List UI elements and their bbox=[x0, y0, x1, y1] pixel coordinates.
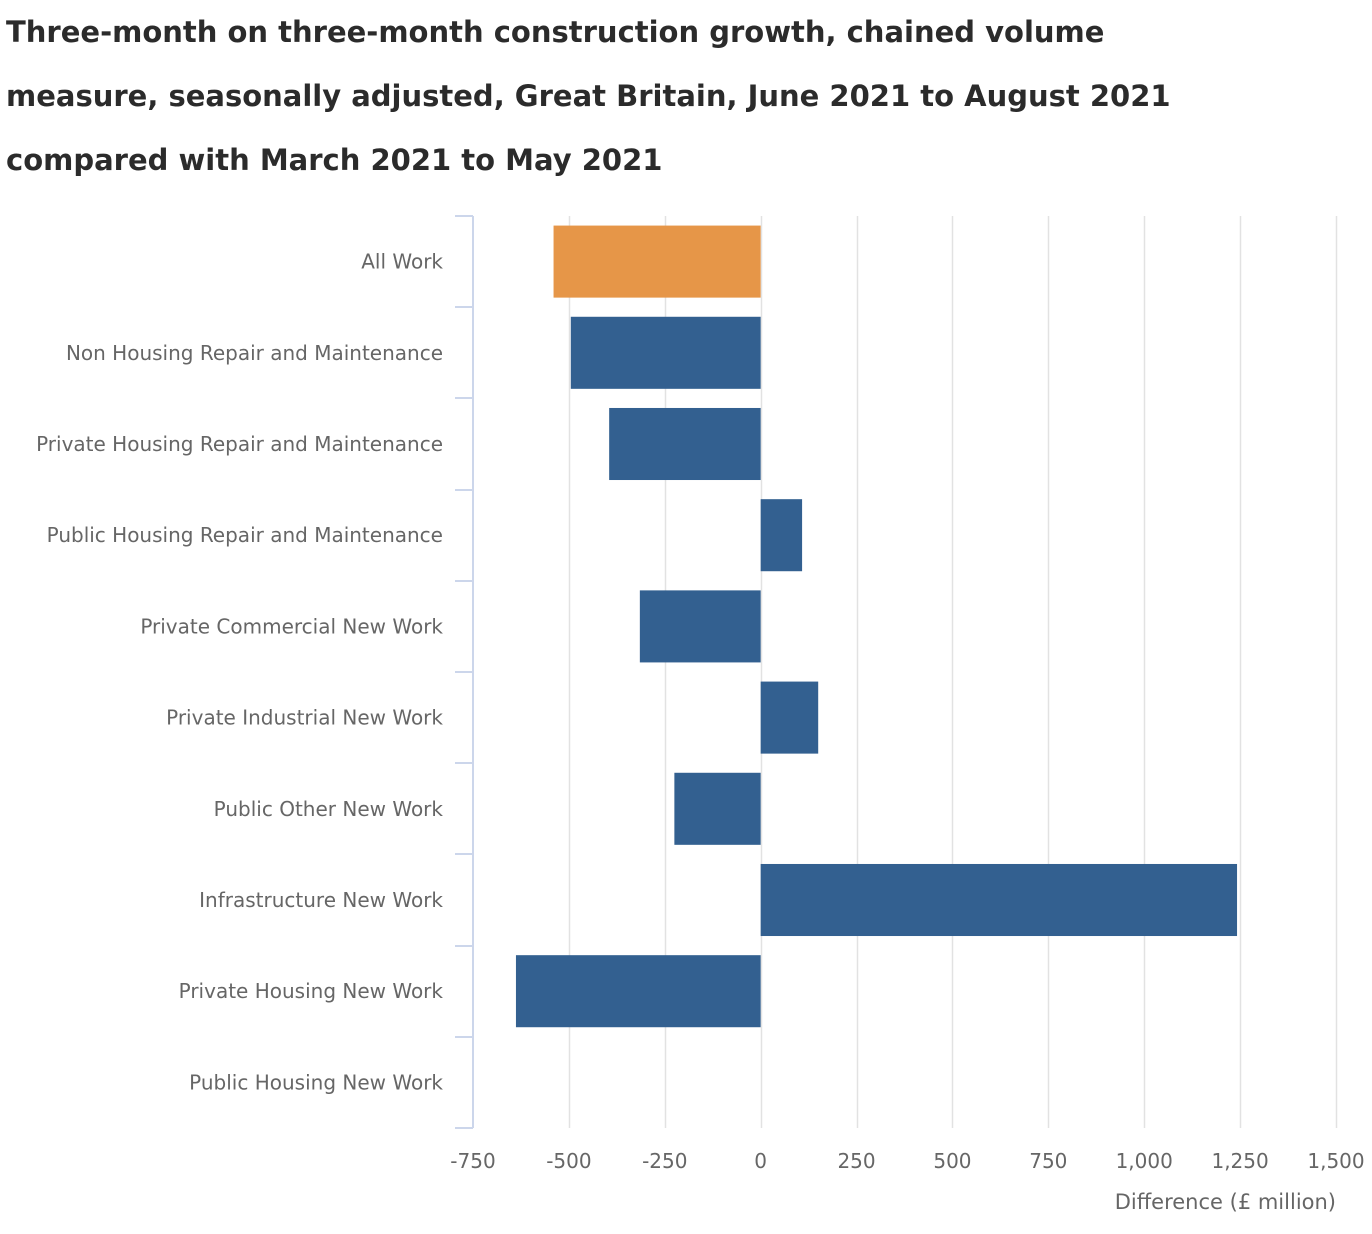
bar bbox=[639, 590, 761, 663]
chart-title: Three-month on three-month construction … bbox=[6, 15, 1171, 177]
x-tick-label: -250 bbox=[642, 1149, 687, 1173]
bar bbox=[609, 407, 761, 481]
category-label: Private Housing New Work bbox=[179, 979, 444, 1003]
value-tick-labels: -750 -500 -250 0 250 500 750 1,000 1,250 1,500 bbox=[450, 1149, 1364, 1173]
x-tick-label: -750 bbox=[450, 1149, 495, 1173]
x-tick-label: 1,000 bbox=[1116, 1149, 1173, 1173]
x-tick-label: -500 bbox=[546, 1149, 591, 1173]
bar bbox=[515, 955, 761, 1028]
bar bbox=[760, 499, 803, 572]
x-tick-label: 0 bbox=[754, 1149, 767, 1173]
bar bbox=[570, 316, 761, 389]
category-label: Public Housing Repair and Maintenance bbox=[47, 523, 443, 547]
x-tick-label: 250 bbox=[837, 1149, 875, 1173]
bars bbox=[515, 225, 1238, 1028]
x-tick-label: 500 bbox=[933, 1149, 971, 1173]
x-tick-label: 1,500 bbox=[1307, 1149, 1364, 1173]
category-labels: All Work Non Housing Repair and Maintenan… bbox=[36, 250, 443, 1095]
category-label: Infrastructure New Work bbox=[199, 888, 443, 912]
bar bbox=[760, 863, 1238, 937]
x-tick-label: 1,250 bbox=[1211, 1149, 1268, 1173]
category-label: Public Housing New Work bbox=[189, 1070, 443, 1094]
category-label: Private Industrial New Work bbox=[166, 706, 443, 730]
bar bbox=[674, 772, 761, 845]
x-axis-title: Difference (£ million) bbox=[1115, 1190, 1336, 1214]
x-tick-label: 750 bbox=[1029, 1149, 1067, 1173]
bar bbox=[760, 681, 819, 754]
category-axis bbox=[455, 215, 474, 1129]
category-label: Private Commercial New Work bbox=[140, 614, 443, 638]
category-label: Non Housing Repair and Maintenance bbox=[66, 341, 443, 365]
bar bbox=[553, 225, 761, 298]
category-label: Private Housing Repair and Maintenance bbox=[36, 432, 443, 456]
category-label: All Work bbox=[361, 250, 443, 274]
category-label: Public Other New Work bbox=[214, 797, 444, 821]
